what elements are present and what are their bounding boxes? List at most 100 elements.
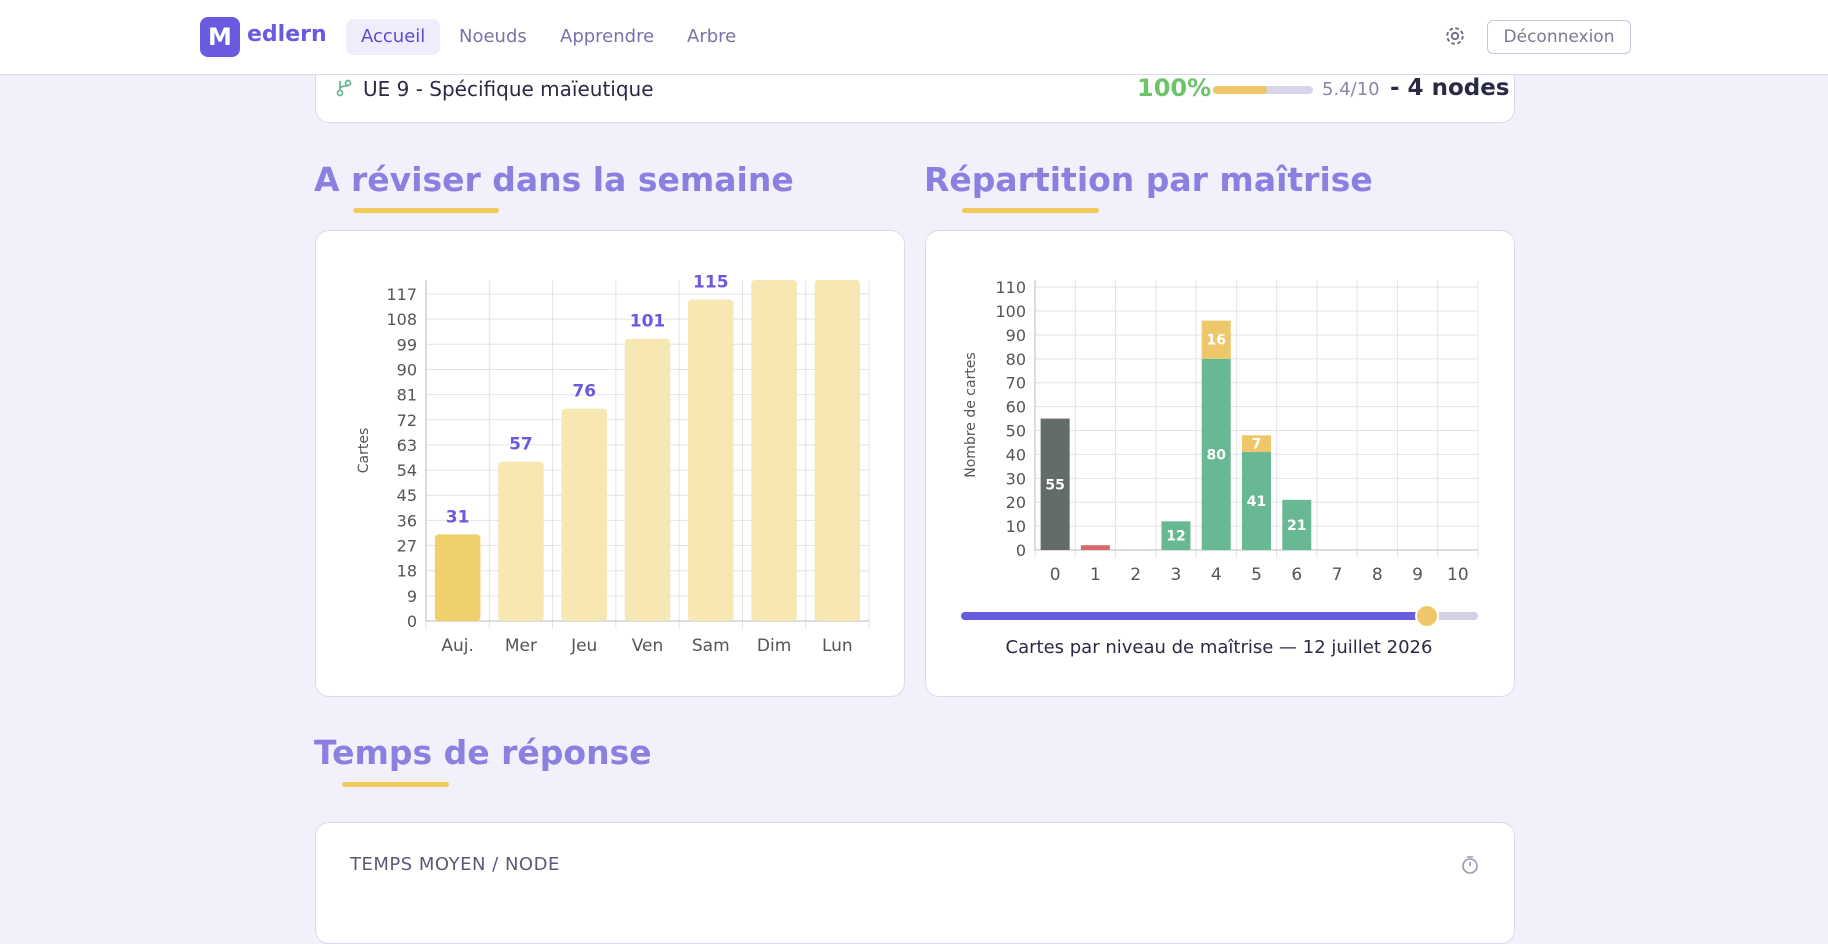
value-label: 101 [630,312,666,332]
y-axis-title: Cartes [356,428,372,474]
y-tick-label: 60 [1006,398,1026,417]
x-tick-label: Auj. [441,636,474,656]
bar [561,408,607,621]
bar [814,280,861,621]
underline [962,208,1099,213]
bar [688,299,734,621]
x-tick-label: Ven [632,636,664,656]
x-tick-label: 8 [1372,565,1383,585]
chart-caption: Cartes par niveau de maîtrise — 12 juill… [1006,637,1433,658]
nav-link[interactable]: Accueil [346,19,441,55]
y-tick-label: 0 [407,612,417,631]
value-label: 55 [1045,477,1064,493]
bar-segment [1282,499,1312,550]
card-title: TEMPS MOYEN / NODE [350,854,560,875]
y-tick-label: 10 [1006,517,1026,536]
branch-icon [336,79,352,97]
value-label: 31 [446,507,470,527]
y-tick-label: 9 [407,587,417,606]
slider-thumb[interactable] [1415,604,1439,628]
x-tick-label: Mer [505,636,537,656]
bar-segment [1242,435,1271,453]
header: M edlern Accueil Noeuds Apprendre Arbre … [0,0,1828,75]
underline [342,782,449,787]
time-card: TEMPS MOYEN / NODE [315,822,1515,944]
value-label: 12 [1166,529,1185,545]
y-tick-label: 80 [1006,350,1026,369]
nav-link[interactable]: Noeuds [459,26,527,47]
y-tick-label: 54 [397,461,417,480]
value-label: 41 [1247,494,1266,510]
x-tick-label: 9 [1412,565,1423,585]
section-title: Temps de réponse [314,733,652,772]
y-tick-label: 0 [1016,541,1026,560]
y-tick-label: 81 [397,386,417,405]
y-tick-label: 40 [1006,445,1026,464]
value-label: 16 [1206,333,1225,349]
y-tick-label: 45 [397,486,417,505]
y-tick-label: 110 [995,278,1026,297]
value-label: 115 [693,273,729,293]
y-tick-label: 108 [386,310,417,329]
nav-link[interactable]: Apprendre [560,26,655,47]
percent: 100% [1137,74,1212,102]
value-label: 21 [1287,518,1306,534]
brand[interactable]: edlern [247,22,327,47]
timer-icon [1462,856,1478,874]
bar-segment [1161,521,1191,550]
slider-fill [961,612,1427,620]
logo[interactable]: M [200,17,240,57]
x-tick-label: 10 [1447,565,1469,585]
node-count: - 4 nodes [1390,75,1510,101]
value-label: 80 [1206,447,1226,463]
section-title: A réviser dans la semaine [314,160,794,199]
y-tick-label: 90 [1006,326,1026,345]
x-tick-label: 6 [1291,565,1302,585]
value-label: 76 [572,382,596,402]
underline [353,208,499,213]
y-tick-label: 117 [386,285,417,304]
y-axis-title: Nombre de cartes [963,352,979,477]
bar [751,280,797,621]
y-tick-label: 100 [995,302,1026,321]
x-tick-label: Lun [822,636,853,656]
y-tick-label: 18 [397,562,417,581]
x-tick-label: 2 [1130,565,1141,585]
y-tick-label: 99 [397,335,417,354]
y-tick-label: 72 [397,411,417,430]
value-label: 7 [1252,437,1262,453]
chart-card [315,230,905,697]
bar-segment [1040,418,1070,550]
x-tick-label: 1 [1090,565,1101,585]
bar [624,338,671,621]
x-tick-label: Dim [757,636,791,656]
x-tick-label: 4 [1211,565,1222,585]
bar-segment [1080,545,1110,550]
x-tick-label: 0 [1050,565,1061,585]
topic-name: UE 9 - Spécifique maïeutique [363,77,654,101]
score-bar [1213,86,1313,94]
y-tick-label: 70 [1006,374,1026,393]
bar [434,534,481,621]
x-tick-label: Jeu [570,636,597,656]
x-tick-label: 5 [1251,565,1262,585]
section-title: Répartition par maîtrise [924,160,1373,199]
nav-link[interactable]: Arbre [687,26,737,47]
y-tick-label: 36 [397,511,417,530]
score: 5.4/10 [1322,79,1380,100]
y-tick-label: 27 [397,537,417,556]
y-tick-label: 90 [397,360,417,379]
bar-segment [1201,358,1231,550]
y-tick-label: 50 [1006,422,1026,441]
value-label: 57 [509,435,533,455]
bar [498,461,544,621]
x-tick-label: Sam [692,636,730,656]
settings-icon[interactable] [1444,25,1466,47]
logout-button[interactable]: Déconnexion [1487,20,1631,54]
bar-segment [1242,452,1271,550]
y-tick-label: 63 [397,436,417,455]
y-tick-label: 30 [1006,469,1026,488]
y-tick-label: 20 [1006,493,1026,512]
